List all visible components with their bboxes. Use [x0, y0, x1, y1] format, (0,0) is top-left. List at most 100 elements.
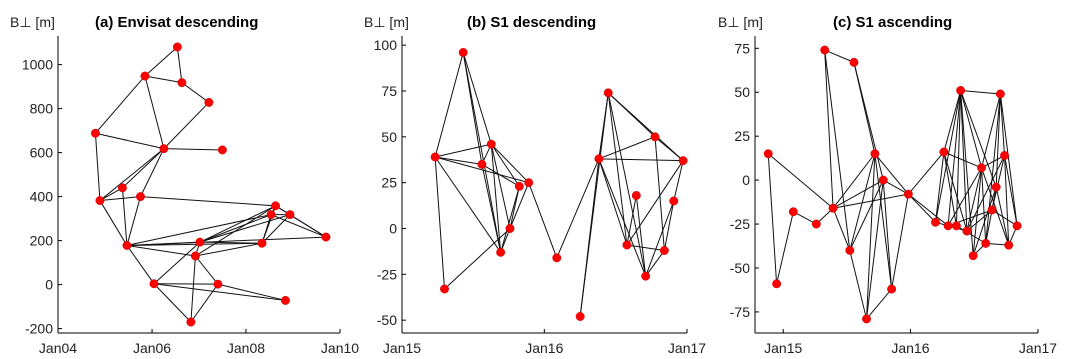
- baseline-edge: [195, 255, 219, 285]
- baseline-edge: [598, 158, 628, 246]
- x-tick-label: Jan15: [764, 340, 802, 356]
- acquisition-point: [951, 221, 961, 231]
- baseline-edge: [509, 186, 520, 229]
- baseline-edge: [126, 242, 263, 246]
- acquisition-point: [172, 42, 182, 52]
- acquisition-point: [321, 232, 331, 242]
- y-tick-label: -200: [25, 321, 53, 337]
- acquisition-point: [257, 238, 267, 248]
- baseline-edge: [144, 46, 178, 77]
- acquisition-point: [281, 295, 290, 305]
- baseline-edge: [645, 250, 665, 277]
- baseline-edge: [289, 214, 327, 238]
- x-tick-label: Jan16: [891, 340, 929, 356]
- y-tick-label: 800: [30, 101, 54, 117]
- acquisition-point: [159, 144, 169, 154]
- baseline-edge: [607, 92, 628, 246]
- acquisition-point: [631, 191, 641, 200]
- baseline-edge: [199, 214, 272, 243]
- acquisition-point: [524, 178, 534, 188]
- y-tick-label: 0: [389, 221, 397, 237]
- baseline-edge: [190, 255, 196, 323]
- baseline-edge: [943, 151, 968, 232]
- x-tick-label: Jan06: [133, 340, 171, 356]
- baseline-edge: [866, 153, 876, 319]
- acquisition-point: [845, 245, 855, 255]
- baseline-edge: [434, 156, 502, 253]
- baseline-edge: [199, 205, 276, 243]
- baseline-edge: [607, 92, 647, 277]
- baseline-edge: [144, 75, 182, 84]
- baseline-edge: [991, 209, 1018, 227]
- plot-area-a: -200 0 200 400 600 800 1000 Jan04 Jan06 Jan08 Jan1…: [22, 36, 359, 356]
- title-b: (b) S1 descending: [467, 14, 596, 31]
- acquisition-point: [981, 238, 991, 248]
- baseline-edge: [891, 194, 909, 290]
- acquisition-point: [603, 88, 613, 98]
- baseline-edge: [153, 283, 286, 301]
- baseline-edge: [163, 148, 223, 151]
- baseline-edge: [490, 143, 520, 187]
- baseline-edge: [883, 179, 909, 195]
- baseline-edge: [126, 244, 196, 257]
- baseline-edge: [645, 200, 675, 277]
- baseline-edge: [528, 182, 558, 259]
- acquisition-point: [878, 175, 888, 185]
- baseline-edge: [195, 242, 263, 257]
- acquisition-point: [903, 189, 913, 199]
- baseline-edge: [1004, 155, 1018, 226]
- acquisition-point: [95, 196, 105, 206]
- baseline-edge: [94, 133, 101, 201]
- baseline-edge: [995, 93, 1001, 188]
- y-tick-label: 50: [381, 129, 397, 145]
- baseline-edge: [882, 180, 893, 290]
- plot-area-c: -75 -50 -25 0 25 50 75 Jan15 Jan16 Jan17: [730, 36, 1057, 356]
- acquisition-point: [641, 271, 651, 281]
- baseline-edge: [444, 228, 511, 290]
- baseline-edge: [99, 196, 141, 202]
- baseline-edge: [824, 49, 851, 251]
- acquisition-point: [968, 251, 978, 261]
- acquisition-point: [828, 203, 838, 213]
- baseline-edge: [598, 158, 684, 162]
- y-tick-label: 25: [734, 128, 750, 144]
- acquisition-point: [440, 284, 449, 294]
- baseline-edge: [991, 155, 1006, 211]
- acquisition-point: [991, 182, 1001, 192]
- acquisition-point: [678, 156, 688, 166]
- baseline-edge: [960, 90, 968, 232]
- acquisition-point: [496, 247, 506, 257]
- x-tick-label: Jan17: [1019, 340, 1057, 356]
- y-tick-label: 50: [734, 84, 750, 100]
- baseline-edge: [598, 92, 609, 159]
- x-tick-label: Jan08: [227, 340, 265, 356]
- y-tick-label: 0: [45, 277, 53, 293]
- baseline-edge: [153, 283, 192, 323]
- baseline-edge: [481, 163, 520, 187]
- x-tick-label: Jan17: [668, 340, 706, 356]
- acquisition-point: [190, 251, 200, 261]
- acquisition-point: [820, 45, 830, 55]
- panel-a: B⊥ [m] (a) Envisat descending -200 0 200 40…: [10, 14, 359, 356]
- acquisition-point: [122, 240, 132, 250]
- baseline-edge: [943, 151, 982, 169]
- baseline-edge: [626, 195, 637, 246]
- baseline-edge: [955, 90, 962, 226]
- baseline-edge: [144, 75, 165, 149]
- acquisition-point: [575, 312, 585, 321]
- acquisition-point: [995, 89, 1005, 99]
- baseline-edge: [832, 193, 909, 209]
- ylabel-b: B⊥ [m]: [364, 14, 409, 30]
- acquisition-point: [136, 192, 145, 202]
- acquisition-point: [943, 221, 953, 231]
- y-tick-label: -50: [377, 312, 397, 328]
- acquisition-point: [763, 149, 773, 159]
- acquisition-point: [552, 253, 562, 263]
- acquisition-point: [204, 97, 214, 107]
- baseline-edge: [481, 164, 502, 253]
- y-tick-label: 100: [374, 37, 398, 53]
- baseline-edge: [663, 200, 675, 251]
- plot-area-b: -50 -25 0 25 50 75 100 Jan15 Jan16 Jan17: [374, 36, 706, 356]
- acquisition-point: [772, 279, 782, 289]
- acquisition-point: [669, 196, 679, 206]
